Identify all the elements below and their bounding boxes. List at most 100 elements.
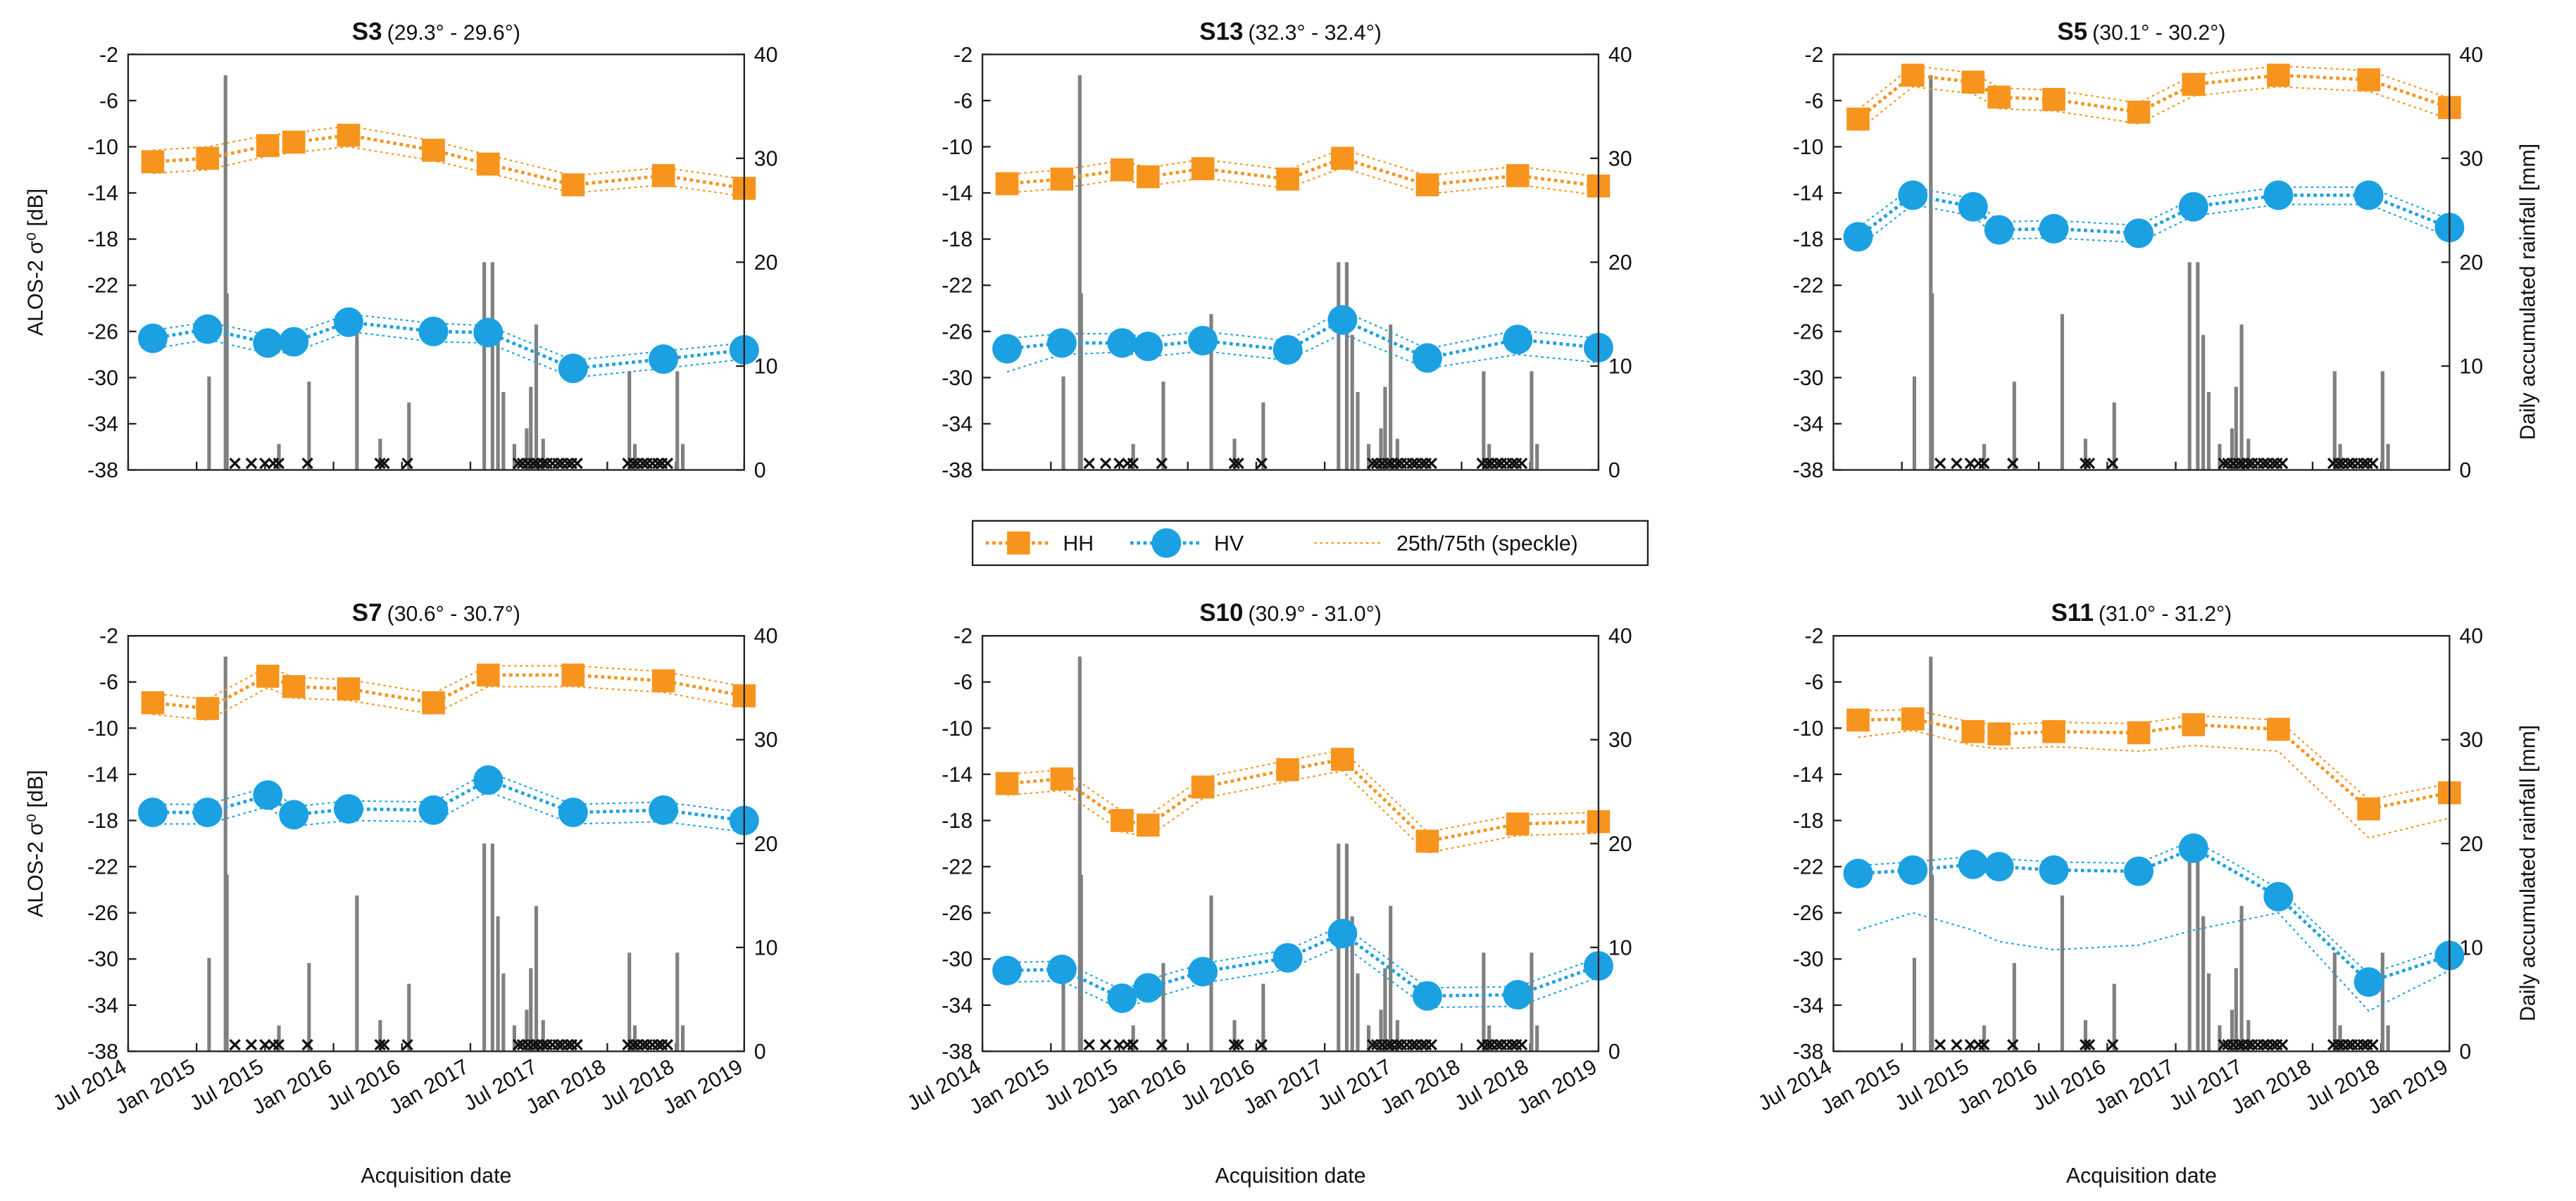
hv-marker [1046,328,1077,358]
band-line [152,313,744,361]
title-range: (30.6° - 30.7°) [387,603,520,626]
rain-bar [307,382,311,470]
no-data-cross [1113,1038,1125,1051]
rain-bar [2187,262,2192,470]
no-data-cross [2367,1038,2379,1051]
rain-bar [490,262,494,470]
rain-bar [2012,382,2016,470]
hh-marker [282,674,306,698]
y-tick-label: -26 [942,902,973,925]
no-data-cross [527,458,539,470]
no-data-cross [2342,458,2354,470]
no-data-cross [2218,1038,2230,1051]
rain-bar [534,324,539,470]
no-data-cross [1099,1038,1112,1051]
no-data-cross [1127,1038,1139,1051]
no-data-cross [1382,1038,1394,1051]
no-data-cross [1156,458,1168,470]
no-data-cross [1491,458,1503,470]
title-range: (32.3° - 32.4°) [1248,21,1381,44]
hh-marker [196,697,220,720]
no-data-cross [1382,458,1394,470]
rain-bar [307,962,311,1052]
rain-bar [1929,75,1933,470]
panel: S3 (29.3° - 29.6°) -38 -34 -30 -26 -22 -18 -14 -1… [25,18,778,482]
no-data-cross [1415,458,1428,470]
chart-title: S10 (30.9° - 31.0°) [1199,599,1382,627]
rain-bar [1366,444,1371,470]
band-line [1006,749,1599,834]
rain-bar [1395,1020,1399,1052]
y-tick-label: -6 [99,671,118,694]
hh-marker [1415,829,1439,853]
band-line [152,686,744,721]
title-main: S5 [2057,18,2087,45]
x-axis-label: Acquisition date [1215,1164,1365,1188]
hh-marker [337,123,361,147]
no-data-cross [637,1038,649,1051]
rain-bar [1982,1025,1987,1052]
rain-bar [2246,439,2251,470]
series-line [152,133,745,190]
hh-marker [337,677,361,700]
rain-bar [1232,439,1237,470]
rain-bar [1912,957,1917,1052]
rain-bar [2230,1010,2234,1052]
title-range: (30.9° - 31.0°) [1248,603,1381,626]
rain-bar [2338,1025,2342,1052]
no-data-cross [1083,458,1095,470]
no-data-cross [301,1038,313,1051]
panel: S5 (30.1° - 30.2°) -38 -34 -30 -26 -22 -18 -14 -1… [1793,18,2540,482]
y-tick-label: -22 [87,275,118,298]
rain-bar [1482,952,1486,1052]
y-tick-label: -18 [1793,228,1824,251]
y-tick-label: -26 [87,902,118,925]
legend-marker [1151,528,1182,558]
y-tick-label: -14 [942,182,973,206]
hv-marker [649,344,679,375]
rain-bar [2332,952,2337,1052]
hh-marker [1987,722,2011,746]
band-line [1006,310,1599,350]
rain-bar [225,874,229,1052]
no-data-cross [2257,458,2270,470]
no-data-cross [1491,1038,1503,1051]
no-data-cross [2367,458,2379,470]
rain-bar [2083,1020,2088,1052]
hh-marker [2267,63,2290,87]
no-data-cross [2083,458,2096,470]
hh-marker [282,130,306,154]
hv-marker [192,314,223,344]
y-tick-label: -18 [942,810,973,833]
y-axis-label: ALOS-2 σ⁰ [dB] [25,189,48,336]
rain-bar [2206,391,2211,470]
hv-marker [333,307,363,337]
no-data-cross [2007,1038,2019,1051]
hv-marker [2263,881,2294,912]
hv-marker [1958,849,1988,879]
title-main: S13 [1199,18,1243,45]
band-line [1007,924,1599,991]
hh-marker [2182,73,2206,96]
no-data-cross [1228,1038,1240,1051]
hv-marker [418,795,449,825]
no-data-cross [2267,458,2279,470]
y-tick-label: -2 [1805,625,1824,648]
hh-marker [1415,173,1439,196]
no-data-cross [1366,1038,1379,1051]
hh-marker [1506,164,1530,187]
hv-marker [2178,191,2208,222]
y2-tick-label: 20 [2459,833,2483,856]
hv-marker [2124,218,2154,249]
rain-bar [223,656,227,1052]
y-tick-label: -10 [87,136,118,159]
no-data-cross [1425,458,1437,470]
no-data-cross [652,458,664,470]
rain-bar [1530,371,1534,470]
no-data-cross [1482,458,1494,470]
no-data-cross [1366,458,1379,470]
hh-marker [2182,713,2206,736]
title-main: S10 [1199,599,1243,627]
rain-bar [378,439,382,470]
hv-marker [1273,335,1303,365]
